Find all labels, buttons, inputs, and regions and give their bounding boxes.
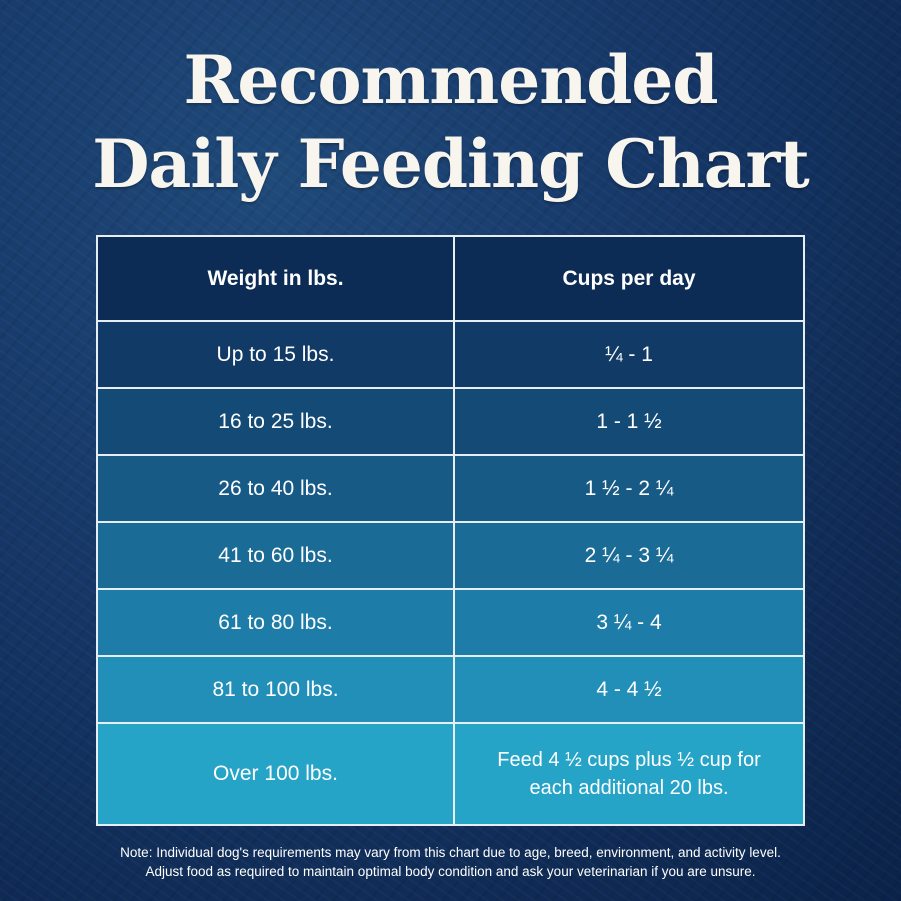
- cups-cell: 1 ½ - 2 ¼: [453, 454, 805, 523]
- title-line-1: Recommended: [183, 41, 719, 119]
- table-row: 81 to 100 lbs. 4 - 4 ½: [96, 655, 805, 724]
- weight-cell: Over 100 lbs.: [96, 722, 455, 826]
- footnote: Note: Individual dog's requirements may …: [0, 843, 901, 881]
- weight-cell: 61 to 80 lbs.: [96, 588, 455, 657]
- cups-cell-line-2: each additional 20 lbs.: [529, 777, 729, 799]
- feeding-table: Weight in lbs. Cups per day Up to 15 lbs…: [96, 235, 805, 826]
- cups-cell-line-1: Feed 4 ½ cups plus ½ cup for: [497, 749, 761, 771]
- cups-cell: ¼ - 1: [453, 320, 805, 389]
- weight-cell: Up to 15 lbs.: [96, 320, 455, 389]
- footnote-line-2: Adjust food as required to maintain opti…: [145, 864, 756, 879]
- cups-cell: 2 ¼ - 3 ¼: [453, 521, 805, 590]
- weight-cell: 26 to 40 lbs.: [96, 454, 455, 523]
- cups-cell: 4 - 4 ½: [453, 655, 805, 724]
- title-line-2: Daily Feeding Chart: [92, 125, 810, 203]
- table-row: 16 to 25 lbs. 1 - 1 ½: [96, 387, 805, 456]
- weight-cell: 81 to 100 lbs.: [96, 655, 455, 724]
- header-cups: Cups per day: [453, 235, 805, 322]
- table-row: 41 to 60 lbs. 2 ¼ - 3 ¼: [96, 521, 805, 590]
- table-row: Up to 15 lbs. ¼ - 1: [96, 320, 805, 389]
- footnote-line-1: Note: Individual dog's requirements may …: [120, 845, 781, 860]
- table-row: Over 100 lbs. Feed 4 ½ cups plus ½ cup f…: [96, 722, 805, 826]
- header-weight: Weight in lbs.: [96, 235, 455, 322]
- cups-cell: Feed 4 ½ cups plus ½ cup for each additi…: [453, 722, 805, 826]
- table-header-row: Weight in lbs. Cups per day: [96, 235, 805, 322]
- cups-cell: 1 - 1 ½: [453, 387, 805, 456]
- weight-cell: 16 to 25 lbs.: [96, 387, 455, 456]
- table-row: 26 to 40 lbs. 1 ½ - 2 ¼: [96, 454, 805, 523]
- cups-cell: 3 ¼ - 4: [453, 588, 805, 657]
- weight-cell: 41 to 60 lbs.: [96, 521, 455, 590]
- page-title: Recommended Daily Feeding Chart: [0, 38, 901, 206]
- table-row: 61 to 80 lbs. 3 ¼ - 4: [96, 588, 805, 657]
